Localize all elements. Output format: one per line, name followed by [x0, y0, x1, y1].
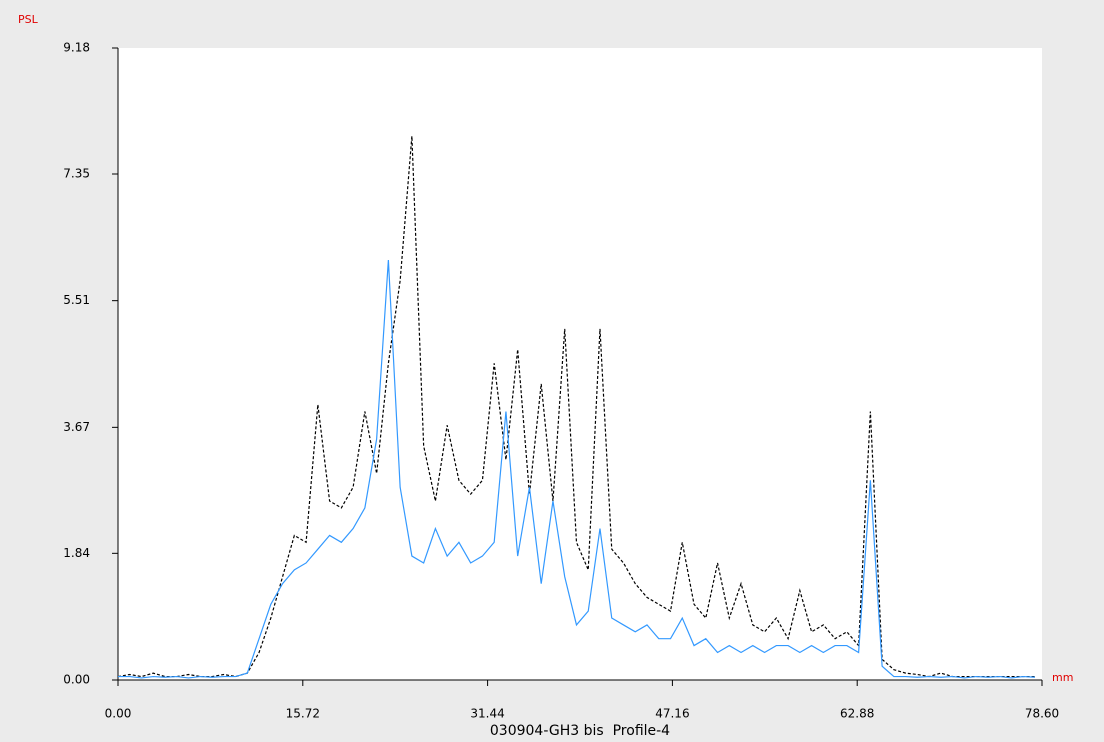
x-tick-label: 15.72	[286, 707, 320, 721]
y-tick-label: 9.18	[63, 41, 90, 55]
x-tick-label: 47.16	[655, 707, 689, 721]
x-tick-label: 31.44	[470, 707, 504, 721]
y-tick-label: 0.00	[63, 673, 90, 687]
y-tick-label: 7.35	[63, 166, 90, 180]
x-tick-label: 78.60	[1025, 707, 1059, 721]
plot-area	[118, 48, 1042, 680]
y-tick-label: 1.84	[63, 546, 90, 560]
y-tick-label: 5.51	[63, 293, 90, 307]
series-line	[117, 136, 1035, 678]
chart-title: 030904-GH3 bis Profile-4	[490, 723, 670, 739]
x-tick-label: 0.00	[105, 707, 132, 721]
series-line	[118, 260, 1035, 679]
x-axis-label: mm	[1052, 671, 1073, 684]
y-axis-label: PSL	[18, 13, 39, 26]
y-tick-label: 3.67	[63, 420, 90, 434]
x-tick-label: 62.88	[840, 707, 874, 721]
